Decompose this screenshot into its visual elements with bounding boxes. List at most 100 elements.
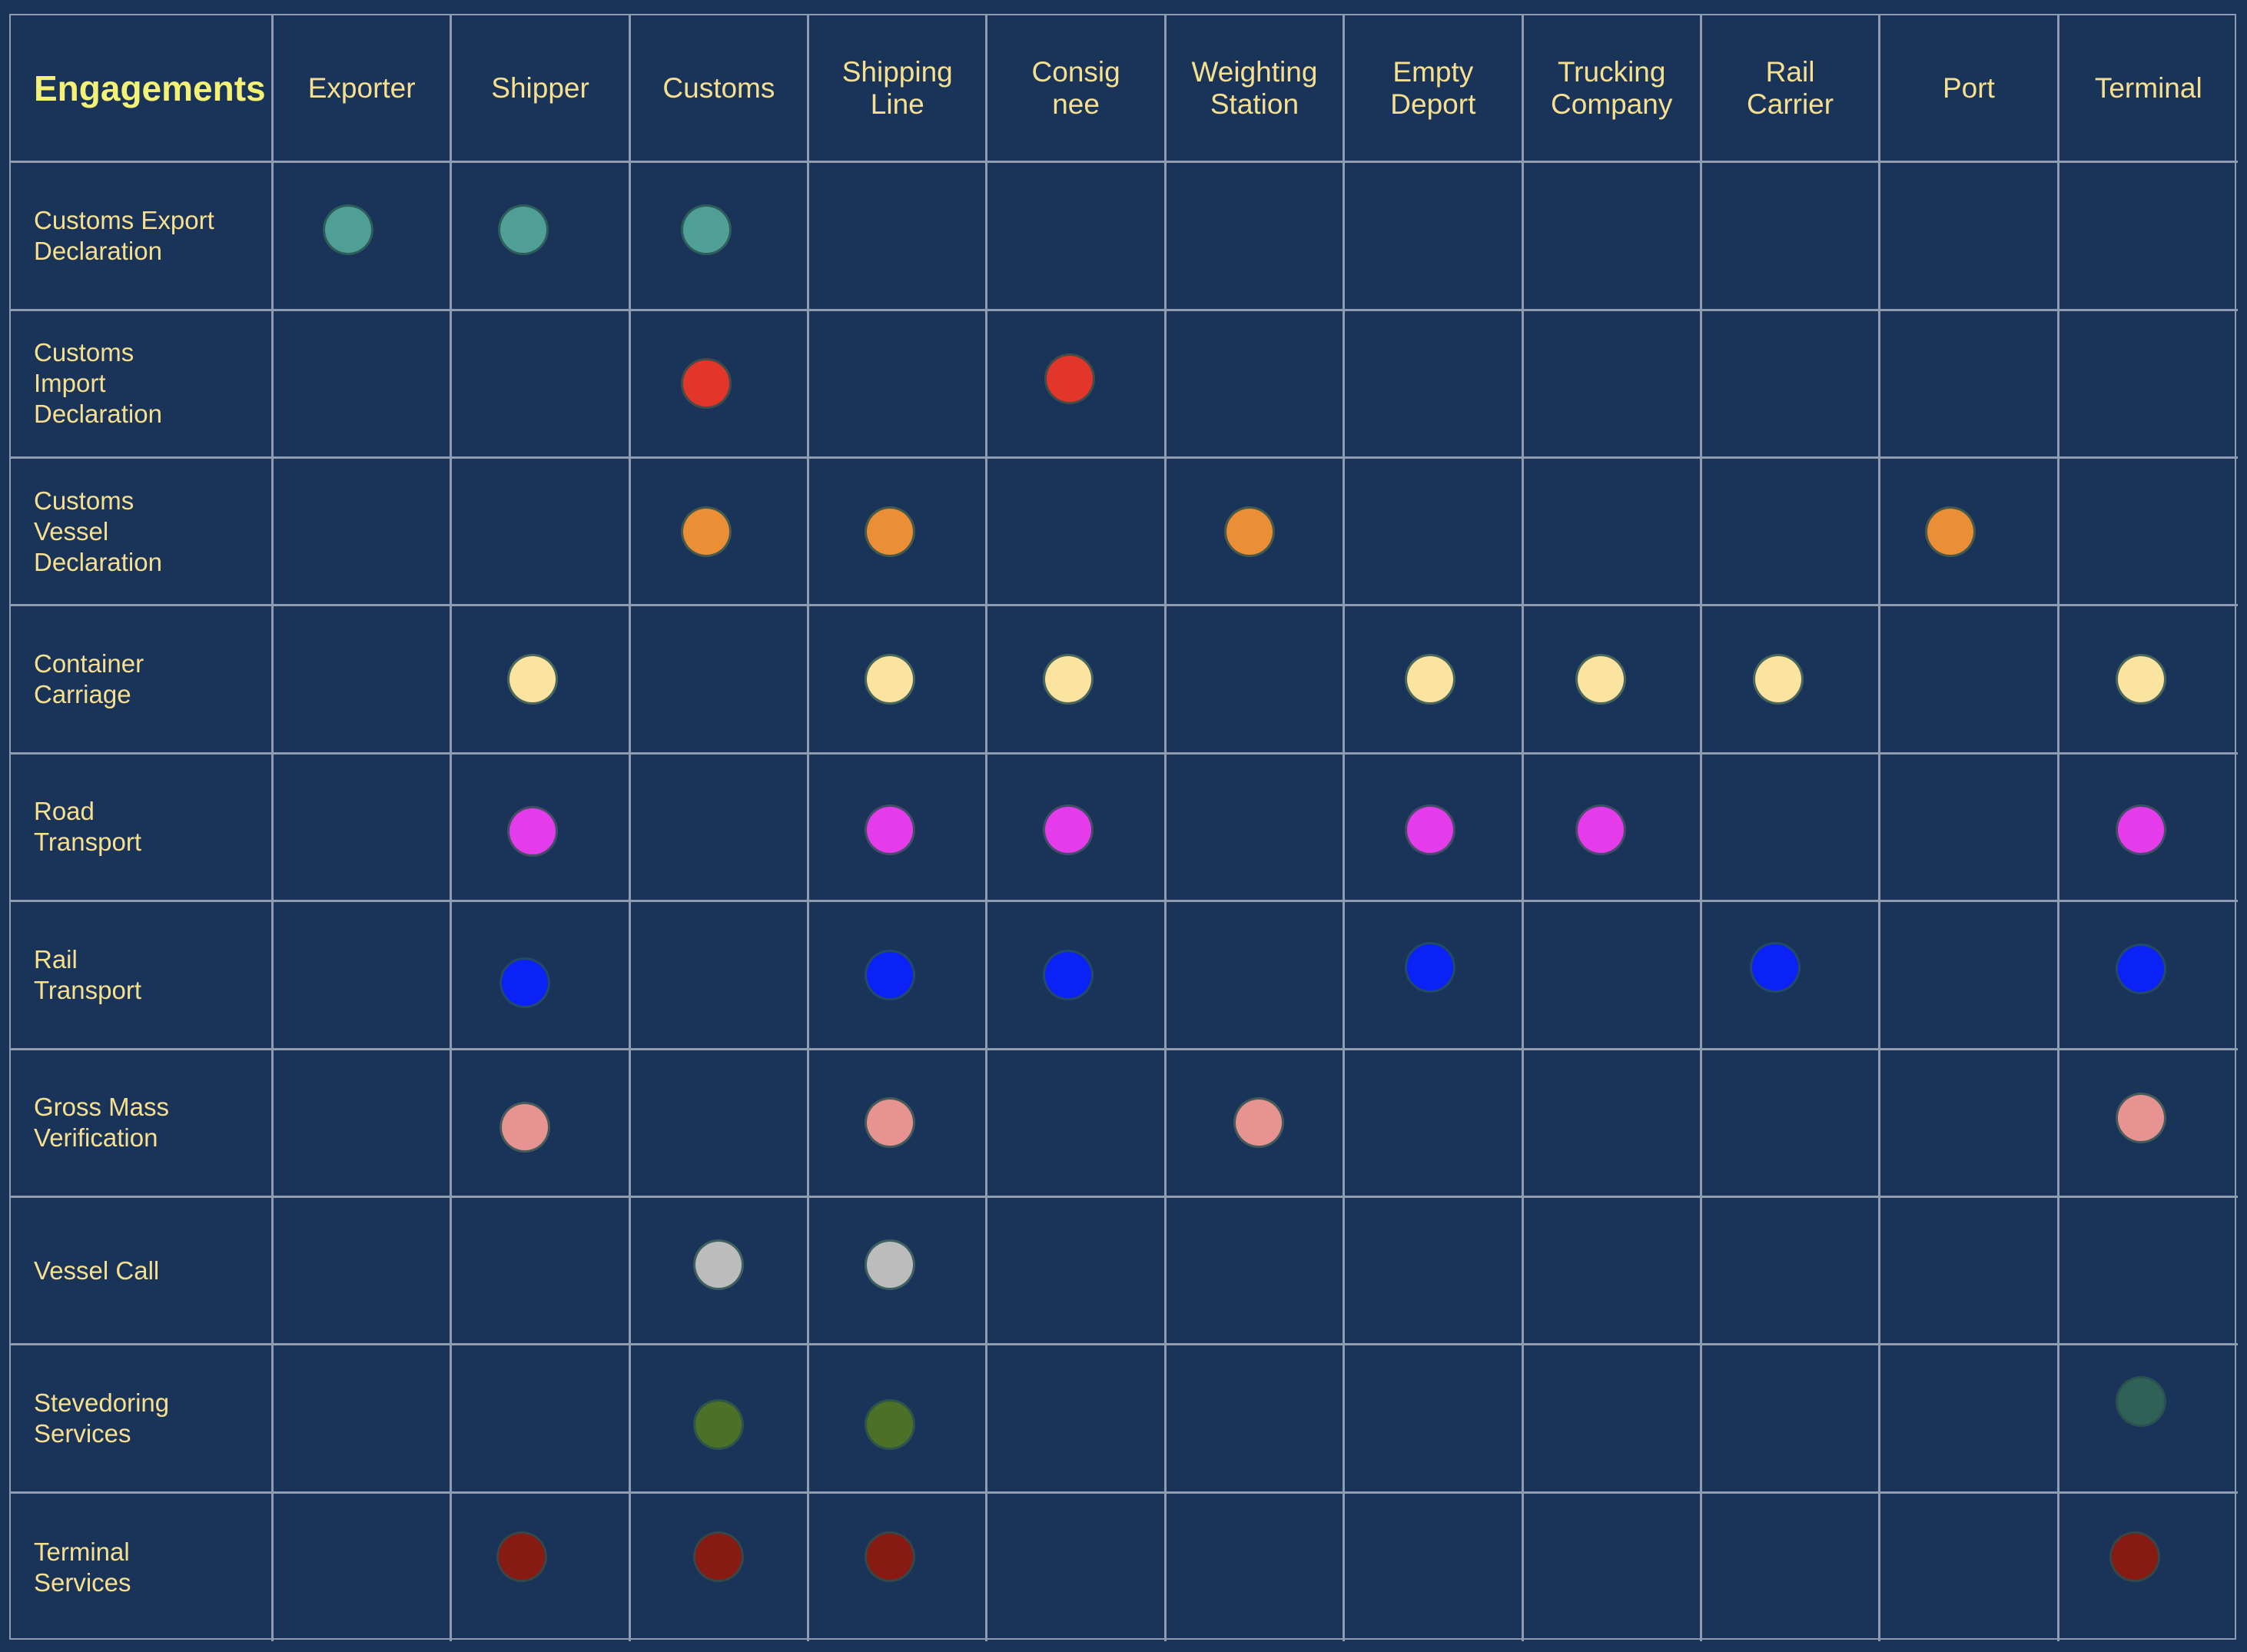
engagement-dot [864, 804, 915, 856]
matrix-cell [452, 1197, 631, 1346]
matrix-cell [274, 1050, 453, 1198]
engagement-dot [1043, 654, 1094, 705]
engagement-dot [1575, 654, 1627, 705]
matrix-cell [1523, 902, 1702, 1050]
matrix-cell [809, 606, 988, 755]
matrix-cell [630, 902, 810, 1050]
engagement-dot [864, 949, 915, 1000]
matrix-cell [452, 754, 631, 903]
engagement-dot [2115, 1093, 2166, 1144]
matrix-cell [1345, 1050, 1524, 1198]
matrix-cell [1523, 459, 1702, 607]
matrix-cell [987, 163, 1167, 311]
matrix-cell [987, 459, 1167, 607]
matrix-cell [809, 310, 988, 459]
matrix-cell [2059, 163, 2238, 311]
corner-title: Engagements [11, 15, 274, 164]
engagement-dot [864, 1097, 915, 1149]
matrix-cell [274, 606, 453, 755]
matrix-cell [1880, 310, 2059, 459]
row-label: Rail Transport [11, 902, 274, 1050]
matrix-cell [631, 1493, 810, 1641]
engagement-dot [1404, 654, 1455, 705]
matrix-cell [1345, 754, 1524, 903]
matrix-cell [1880, 754, 2059, 903]
engagement-dot [1575, 804, 1627, 856]
matrix-cell [987, 1197, 1167, 1346]
matrix-cell [630, 163, 810, 311]
matrix-cell [274, 1493, 453, 1641]
matrix-cell [2059, 1050, 2238, 1198]
matrix-cell [987, 902, 1167, 1050]
matrix-cell [2059, 1345, 2238, 1494]
matrix-cell [630, 754, 810, 903]
matrix-cell [987, 1345, 1167, 1494]
matrix-cell [1701, 1050, 1881, 1198]
matrix-cell [452, 606, 631, 755]
engagement-dot [496, 1531, 548, 1582]
engagement-dot [864, 1239, 915, 1290]
matrix-cell [1345, 1345, 1524, 1494]
row-label: Customs Import Declaration [11, 310, 274, 459]
matrix-cell [987, 310, 1167, 459]
matrix-cell [630, 1197, 810, 1346]
matrix-cell [1701, 606, 1881, 755]
engagement-dot [2115, 943, 2166, 994]
matrix-cell [809, 1345, 988, 1494]
column-header: Empty Deport [1345, 15, 1524, 164]
engagement-dot [864, 506, 915, 557]
matrix-cell [1166, 163, 1346, 311]
matrix-cell [1166, 754, 1346, 903]
matrix-cell [274, 1345, 453, 1494]
matrix-cell [452, 902, 631, 1050]
matrix-cell [1524, 1493, 1702, 1641]
matrix-cell [1880, 1197, 2059, 1346]
matrix-cell [1701, 163, 1881, 311]
matrix-cell [1701, 459, 1881, 607]
column-header: Trucking Company [1523, 15, 1702, 164]
matrix-cell [987, 754, 1167, 903]
row-label: Gross Mass Verification [11, 1050, 274, 1198]
matrix-cell [809, 754, 988, 903]
column-header: Shipper [452, 15, 631, 164]
matrix-cell [1523, 310, 1702, 459]
matrix-cell [1345, 459, 1524, 607]
matrix-cell [1880, 1493, 2059, 1641]
matrix-cell [809, 1493, 988, 1641]
matrix-cell [1701, 1345, 1881, 1494]
matrix-cell [1523, 606, 1702, 755]
engagement-dot [681, 506, 732, 557]
matrix-cell [2059, 606, 2238, 755]
engagement-dot [864, 1531, 915, 1582]
engagement-dot [500, 1102, 551, 1153]
matrix-cell [452, 1345, 631, 1494]
matrix-cell [809, 902, 988, 1050]
engagement-dot [681, 204, 732, 256]
matrix-cell [1345, 606, 1524, 755]
engagement-dot [2115, 654, 2166, 705]
row-label: Container Carriage [11, 606, 274, 755]
matrix-cell [1880, 1050, 2059, 1198]
engagement-dot [507, 654, 559, 705]
row-label: Stevedoring Services [11, 1345, 274, 1494]
engagement-dot [2115, 1375, 2166, 1427]
matrix-cell [630, 606, 810, 755]
engagement-dot [322, 204, 373, 256]
matrix-cell [809, 163, 988, 311]
engagement-dot [1043, 949, 1094, 1000]
matrix-cell [1880, 606, 2059, 755]
engagement-dot [1233, 1097, 1285, 1149]
matrix-cell [1167, 1493, 1346, 1641]
matrix-cell [274, 902, 453, 1050]
matrix-cell [1166, 902, 1346, 1050]
engagement-matrix: Engagements Exporter Shipper Customs Shippin… [9, 14, 2238, 1641]
matrix-cell [2059, 755, 2238, 903]
engagement-dot [2115, 804, 2166, 856]
matrix-cell [452, 459, 631, 607]
matrix-cell [1345, 163, 1524, 311]
matrix-cell [1166, 1197, 1346, 1346]
matrix-cell [2059, 311, 2238, 459]
engagement-dot [864, 1398, 915, 1450]
matrix-cell [1880, 902, 2059, 1050]
matrix-cell [987, 1050, 1167, 1198]
